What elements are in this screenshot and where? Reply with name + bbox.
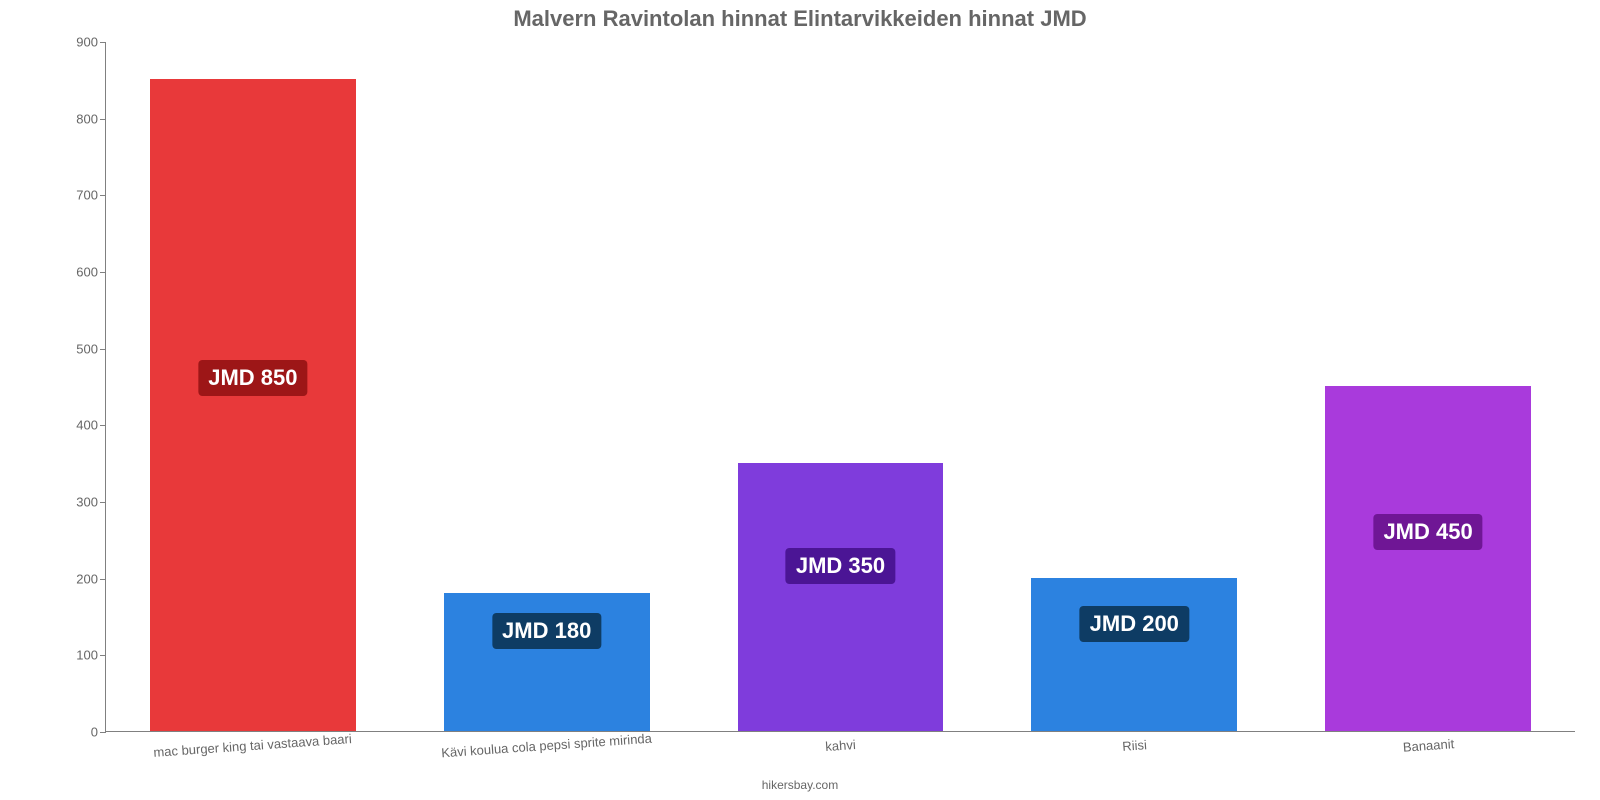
plot-area: JMD 850 JMD 180 JMD 350 JMD 200 JMD 450 xyxy=(105,42,1575,732)
bar: JMD 450 xyxy=(1325,386,1531,731)
value-badge: JMD 180 xyxy=(492,613,601,649)
value-badge: JMD 350 xyxy=(786,548,895,584)
bar: JMD 350 xyxy=(738,463,944,731)
y-tick-label: 700 xyxy=(38,188,98,203)
y-tick-label: 100 xyxy=(38,648,98,663)
y-tick-label: 600 xyxy=(38,265,98,280)
value-badge: JMD 200 xyxy=(1080,606,1189,642)
x-axis-label: Kävi koulua cola pepsi sprite mirinda xyxy=(399,728,693,763)
y-tick-label: 900 xyxy=(38,35,98,50)
value-badge: JMD 850 xyxy=(198,360,307,396)
x-axis-label: Banaanit xyxy=(1281,728,1575,763)
y-tick-mark xyxy=(100,195,106,196)
y-tick-label: 300 xyxy=(38,495,98,510)
y-tick-mark xyxy=(100,42,106,43)
y-tick-label: 200 xyxy=(38,571,98,586)
y-tick-mark xyxy=(100,119,106,120)
y-tick-mark xyxy=(100,502,106,503)
bar-slot: JMD 350 xyxy=(694,42,988,731)
bars-group: JMD 850 JMD 180 JMD 350 JMD 200 JMD 450 xyxy=(106,42,1575,731)
bar-slot: JMD 200 xyxy=(987,42,1281,731)
y-tick-mark xyxy=(100,655,106,656)
bar-slot: JMD 180 xyxy=(400,42,694,731)
y-tick-mark xyxy=(100,272,106,273)
bar-slot: JMD 850 xyxy=(106,42,400,731)
value-badge: JMD 450 xyxy=(1373,514,1482,550)
y-tick-mark xyxy=(100,732,106,733)
x-axis-label: Riisi xyxy=(987,728,1281,763)
bar: JMD 180 xyxy=(444,593,650,731)
y-tick-mark xyxy=(100,425,106,426)
chart-container: Malvern Ravintolan hinnat Elintarvikkeid… xyxy=(0,0,1600,800)
attribution-text: hikersbay.com xyxy=(0,778,1600,792)
y-tick-label: 500 xyxy=(38,341,98,356)
y-tick-mark xyxy=(100,579,106,580)
chart-title: Malvern Ravintolan hinnat Elintarvikkeid… xyxy=(0,6,1600,32)
x-axis-label: mac burger king tai vastaava baari xyxy=(105,728,399,763)
y-tick-mark xyxy=(100,349,106,350)
bar: JMD 200 xyxy=(1031,578,1237,731)
y-tick-label: 0 xyxy=(38,725,98,740)
bar: JMD 850 xyxy=(150,79,356,731)
x-axis-labels: mac burger king tai vastaava baariKävi k… xyxy=(105,738,1575,753)
y-tick-label: 800 xyxy=(38,111,98,126)
y-tick-label: 400 xyxy=(38,418,98,433)
bar-slot: JMD 450 xyxy=(1281,42,1575,731)
x-axis-label: kahvi xyxy=(693,728,987,763)
